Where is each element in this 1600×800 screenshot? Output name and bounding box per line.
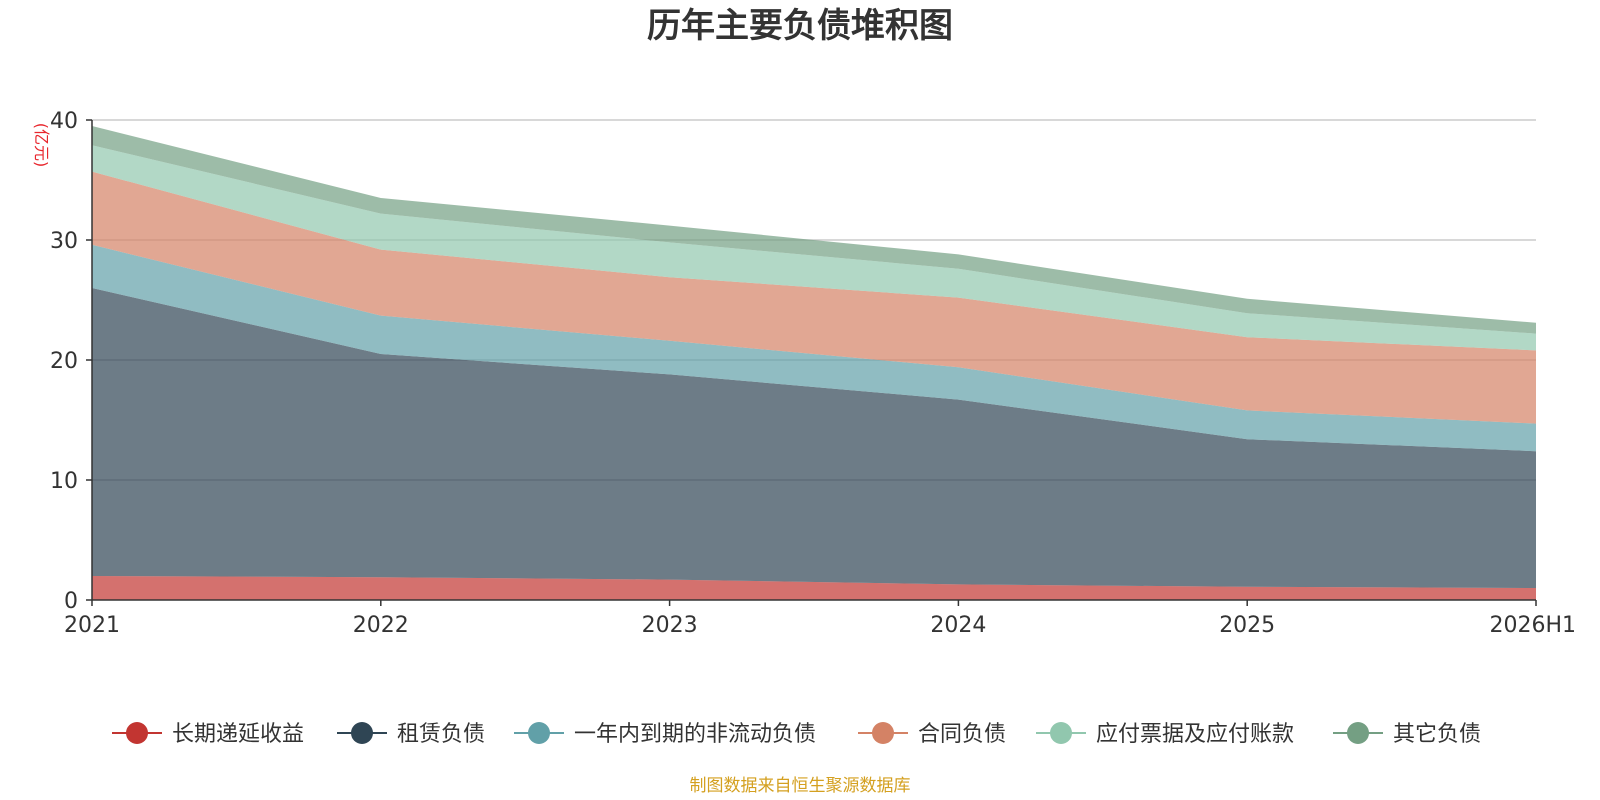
area-series-3 (92, 171, 1536, 424)
area-series (92, 126, 1536, 600)
x-tick-label-5: 2026H1 (1489, 613, 1576, 638)
x-tick-label-1: 2022 (353, 613, 409, 638)
legend[interactable]: 长期递延收益 租赁负债 一年内到期的非流动负债 合同负债 应付票据及应付账款 其它负债 (112, 722, 1481, 747)
y-tick-label-20: 20 (50, 349, 78, 374)
legend-item-1[interactable]: 租赁负债 (337, 722, 485, 747)
legend-label: 租赁负债 (397, 722, 485, 747)
legend-marker-icon (528, 722, 550, 744)
area-series-1 (92, 288, 1536, 588)
area-series-2 (92, 244, 1536, 452)
area-series-0 (92, 576, 1536, 600)
y-tick-label-0: 0 (64, 589, 78, 614)
y-tick-label-30: 30 (50, 229, 78, 254)
legend-marker-icon (351, 722, 373, 744)
legend-item-5[interactable]: 其它负债 (1333, 722, 1481, 747)
x-tick-label-2: 2023 (642, 613, 698, 638)
legend-marker-icon (126, 722, 148, 744)
y-axis-unit-label: (亿元) (32, 123, 51, 168)
legend-marker-icon (872, 722, 894, 744)
legend-label: 长期递延收益 (172, 722, 304, 747)
legend-label: 一年内到期的非流动负债 (574, 722, 816, 747)
legend-item-2[interactable]: 一年内到期的非流动负债 (514, 722, 816, 747)
chart-title: 历年主要负债堆积图 (647, 6, 953, 46)
source-note: 制图数据来自恒生聚源数据库 (690, 776, 911, 796)
axes: 0 10 20 30 40 2021 2022 2023 2024 2025 2026H1 (50, 109, 1576, 638)
y-tick-label-40: 40 (50, 109, 78, 134)
legend-marker-icon (1050, 722, 1072, 744)
legend-item-3[interactable]: 合同负债 (858, 722, 1006, 747)
area-series-5 (92, 126, 1536, 334)
legend-label: 应付票据及应付账款 (1096, 722, 1294, 747)
legend-marker-icon (1347, 722, 1369, 744)
legend-label: 合同负债 (918, 722, 1006, 747)
area-series-4 (92, 145, 1536, 351)
legend-item-0[interactable]: 长期递延收益 (112, 722, 304, 747)
x-tick-label-4: 2025 (1219, 613, 1275, 638)
x-tick-label-3: 2024 (930, 613, 986, 638)
legend-item-4[interactable]: 应付票据及应付账款 (1036, 722, 1294, 747)
x-tick-label-0: 2021 (64, 613, 120, 638)
y-tick-label-10: 10 (50, 469, 78, 494)
legend-label: 其它负债 (1393, 722, 1481, 747)
